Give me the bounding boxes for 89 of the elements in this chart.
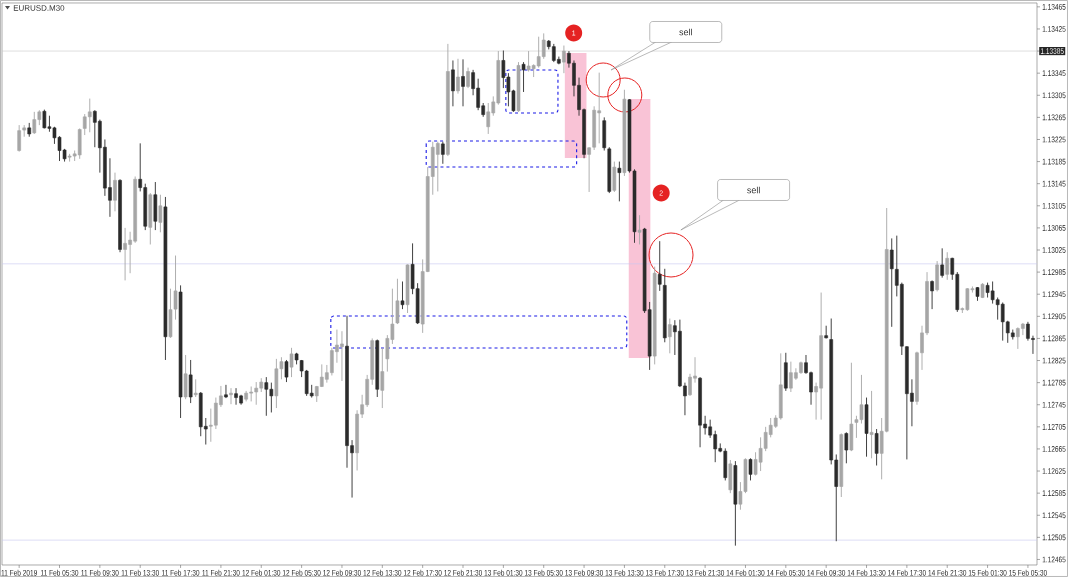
candlestick bbox=[456, 58, 460, 95]
y-tick-label: 1.13025 bbox=[1042, 247, 1066, 253]
y-tick-label: 1.12505 bbox=[1042, 534, 1066, 541]
candlestick bbox=[668, 318, 672, 354]
y-tick-label: 1.12785 bbox=[1042, 379, 1066, 386]
annotation: sell bbox=[747, 186, 760, 194]
candlestick bbox=[400, 281, 405, 310]
x-tick-label: 14 Feb 21:30 bbox=[928, 569, 967, 576]
candlestick bbox=[188, 359, 193, 404]
x-tick-label: 13 Feb 01:30 bbox=[484, 569, 523, 576]
candlestick bbox=[183, 354, 188, 400]
candlestick bbox=[889, 237, 894, 328]
candlestick bbox=[158, 194, 163, 233]
y-tick-label: 1.12665 bbox=[1042, 446, 1066, 452]
x-tick-label: 13 Feb 17:30 bbox=[646, 569, 684, 576]
y-tick-label: 1.12545 bbox=[1042, 512, 1066, 519]
y-tick-label: 1.12745 bbox=[1042, 401, 1066, 408]
candlestick bbox=[657, 240, 662, 292]
y-tick-label: 1.13145 bbox=[1042, 180, 1066, 187]
candlestick bbox=[940, 247, 944, 279]
candlestick bbox=[874, 428, 879, 466]
y-tick-label: 1.12585 bbox=[1042, 490, 1066, 497]
x-tick-label: 12 Feb 13:30 bbox=[363, 569, 402, 576]
x-tick-label: 12 Feb 05:30 bbox=[282, 569, 321, 576]
candlestick bbox=[617, 161, 622, 202]
candlestick bbox=[521, 61, 526, 93]
x-tick-label: 11 Feb 13:30 bbox=[121, 569, 159, 576]
candlestick bbox=[193, 378, 198, 398]
candlestick bbox=[461, 58, 465, 107]
y-tick-label: 1.13265 bbox=[1042, 114, 1066, 121]
y-tick-label: 1.13305 bbox=[1042, 92, 1066, 99]
candlestick bbox=[466, 67, 470, 89]
x-tick-label: 12 Feb 01:30 bbox=[242, 569, 281, 576]
x-tick-label: 14 Feb 05:30 bbox=[767, 569, 805, 576]
x-tick-label: 14 Feb 01:30 bbox=[726, 569, 765, 576]
x-tick-label: 11 Feb 05:30 bbox=[40, 569, 79, 576]
x-tick-label: 14 Feb 09:30 bbox=[807, 569, 846, 576]
y-tick-label: 1.13105 bbox=[1042, 202, 1066, 209]
x-tick-label: 14 Feb 17:30 bbox=[888, 569, 926, 576]
candlestick bbox=[869, 390, 874, 459]
y-tick-label: 1.13065 bbox=[1042, 225, 1066, 231]
candlestick bbox=[562, 45, 566, 74]
x-tick-label: 12 Feb 09:30 bbox=[323, 569, 361, 576]
x-tick-label: 15 Feb 05:30 bbox=[1009, 569, 1047, 576]
y-tick-label: 1.13465 bbox=[1042, 3, 1066, 10]
annotation: sell bbox=[679, 28, 692, 36]
candlestick bbox=[612, 161, 617, 193]
candlestick bbox=[637, 214, 642, 245]
candlestick bbox=[435, 141, 440, 192]
candlestick bbox=[289, 347, 294, 378]
candlestick bbox=[32, 111, 37, 135]
candlestick bbox=[945, 251, 950, 281]
y-tick-label: 1.13225 bbox=[1042, 136, 1066, 143]
candlestick bbox=[930, 279, 934, 310]
x-tick-label: 14 Feb 13:30 bbox=[847, 569, 886, 576]
candlestick bbox=[87, 98, 92, 133]
candlestick bbox=[113, 172, 117, 212]
candlestick bbox=[224, 384, 228, 399]
x-tick-label: 12 Feb 17:30 bbox=[403, 569, 442, 576]
y-tick-label: 1.12465 bbox=[1042, 556, 1066, 563]
x-tick-label: 11 Feb 21:30 bbox=[202, 569, 240, 576]
candlestick bbox=[380, 347, 385, 409]
y-tick-label: 1.12625 bbox=[1042, 468, 1066, 474]
x-tick-label: 11 Feb 2019 bbox=[1, 569, 37, 576]
x-tick-label: 11 Feb 09:30 bbox=[81, 569, 119, 576]
candlestick bbox=[486, 102, 491, 135]
y-tick-label: 1.13345 bbox=[1042, 70, 1066, 77]
candlestick bbox=[284, 359, 289, 383]
y-tick-label: 1.12865 bbox=[1042, 335, 1066, 342]
candlestick bbox=[748, 457, 753, 481]
x-tick-label: 13 Feb 05:30 bbox=[524, 569, 563, 576]
x-tick-label: 12 Feb 21:30 bbox=[444, 569, 482, 576]
candlestick bbox=[441, 141, 445, 165]
y-tick-label: 1.12905 bbox=[1042, 313, 1066, 320]
x-tick-label: 13 Feb 09:30 bbox=[565, 569, 604, 576]
x-tick-label: 11 Feb 17:30 bbox=[162, 569, 200, 576]
y-tick-label: 1.13425 bbox=[1042, 26, 1066, 32]
candlestick bbox=[844, 431, 849, 464]
y-tick-label: 1.13185 bbox=[1042, 158, 1066, 165]
ref-line-label: 1.13385 bbox=[1040, 48, 1064, 54]
y-tick-label: 1.12945 bbox=[1042, 291, 1066, 298]
x-tick-label: 15 Feb 01:30 bbox=[968, 569, 1007, 576]
candlestick bbox=[229, 387, 233, 405]
x-tick-label: 13 Feb 13:30 bbox=[605, 569, 644, 576]
y-tick-label: 1.12985 bbox=[1042, 269, 1066, 275]
y-tick-label: 1.12825 bbox=[1042, 357, 1066, 364]
y-tick-label: 1.12705 bbox=[1042, 423, 1066, 430]
candlestick bbox=[451, 60, 455, 107]
x-tick-label: 13 Feb 21:30 bbox=[686, 569, 725, 576]
